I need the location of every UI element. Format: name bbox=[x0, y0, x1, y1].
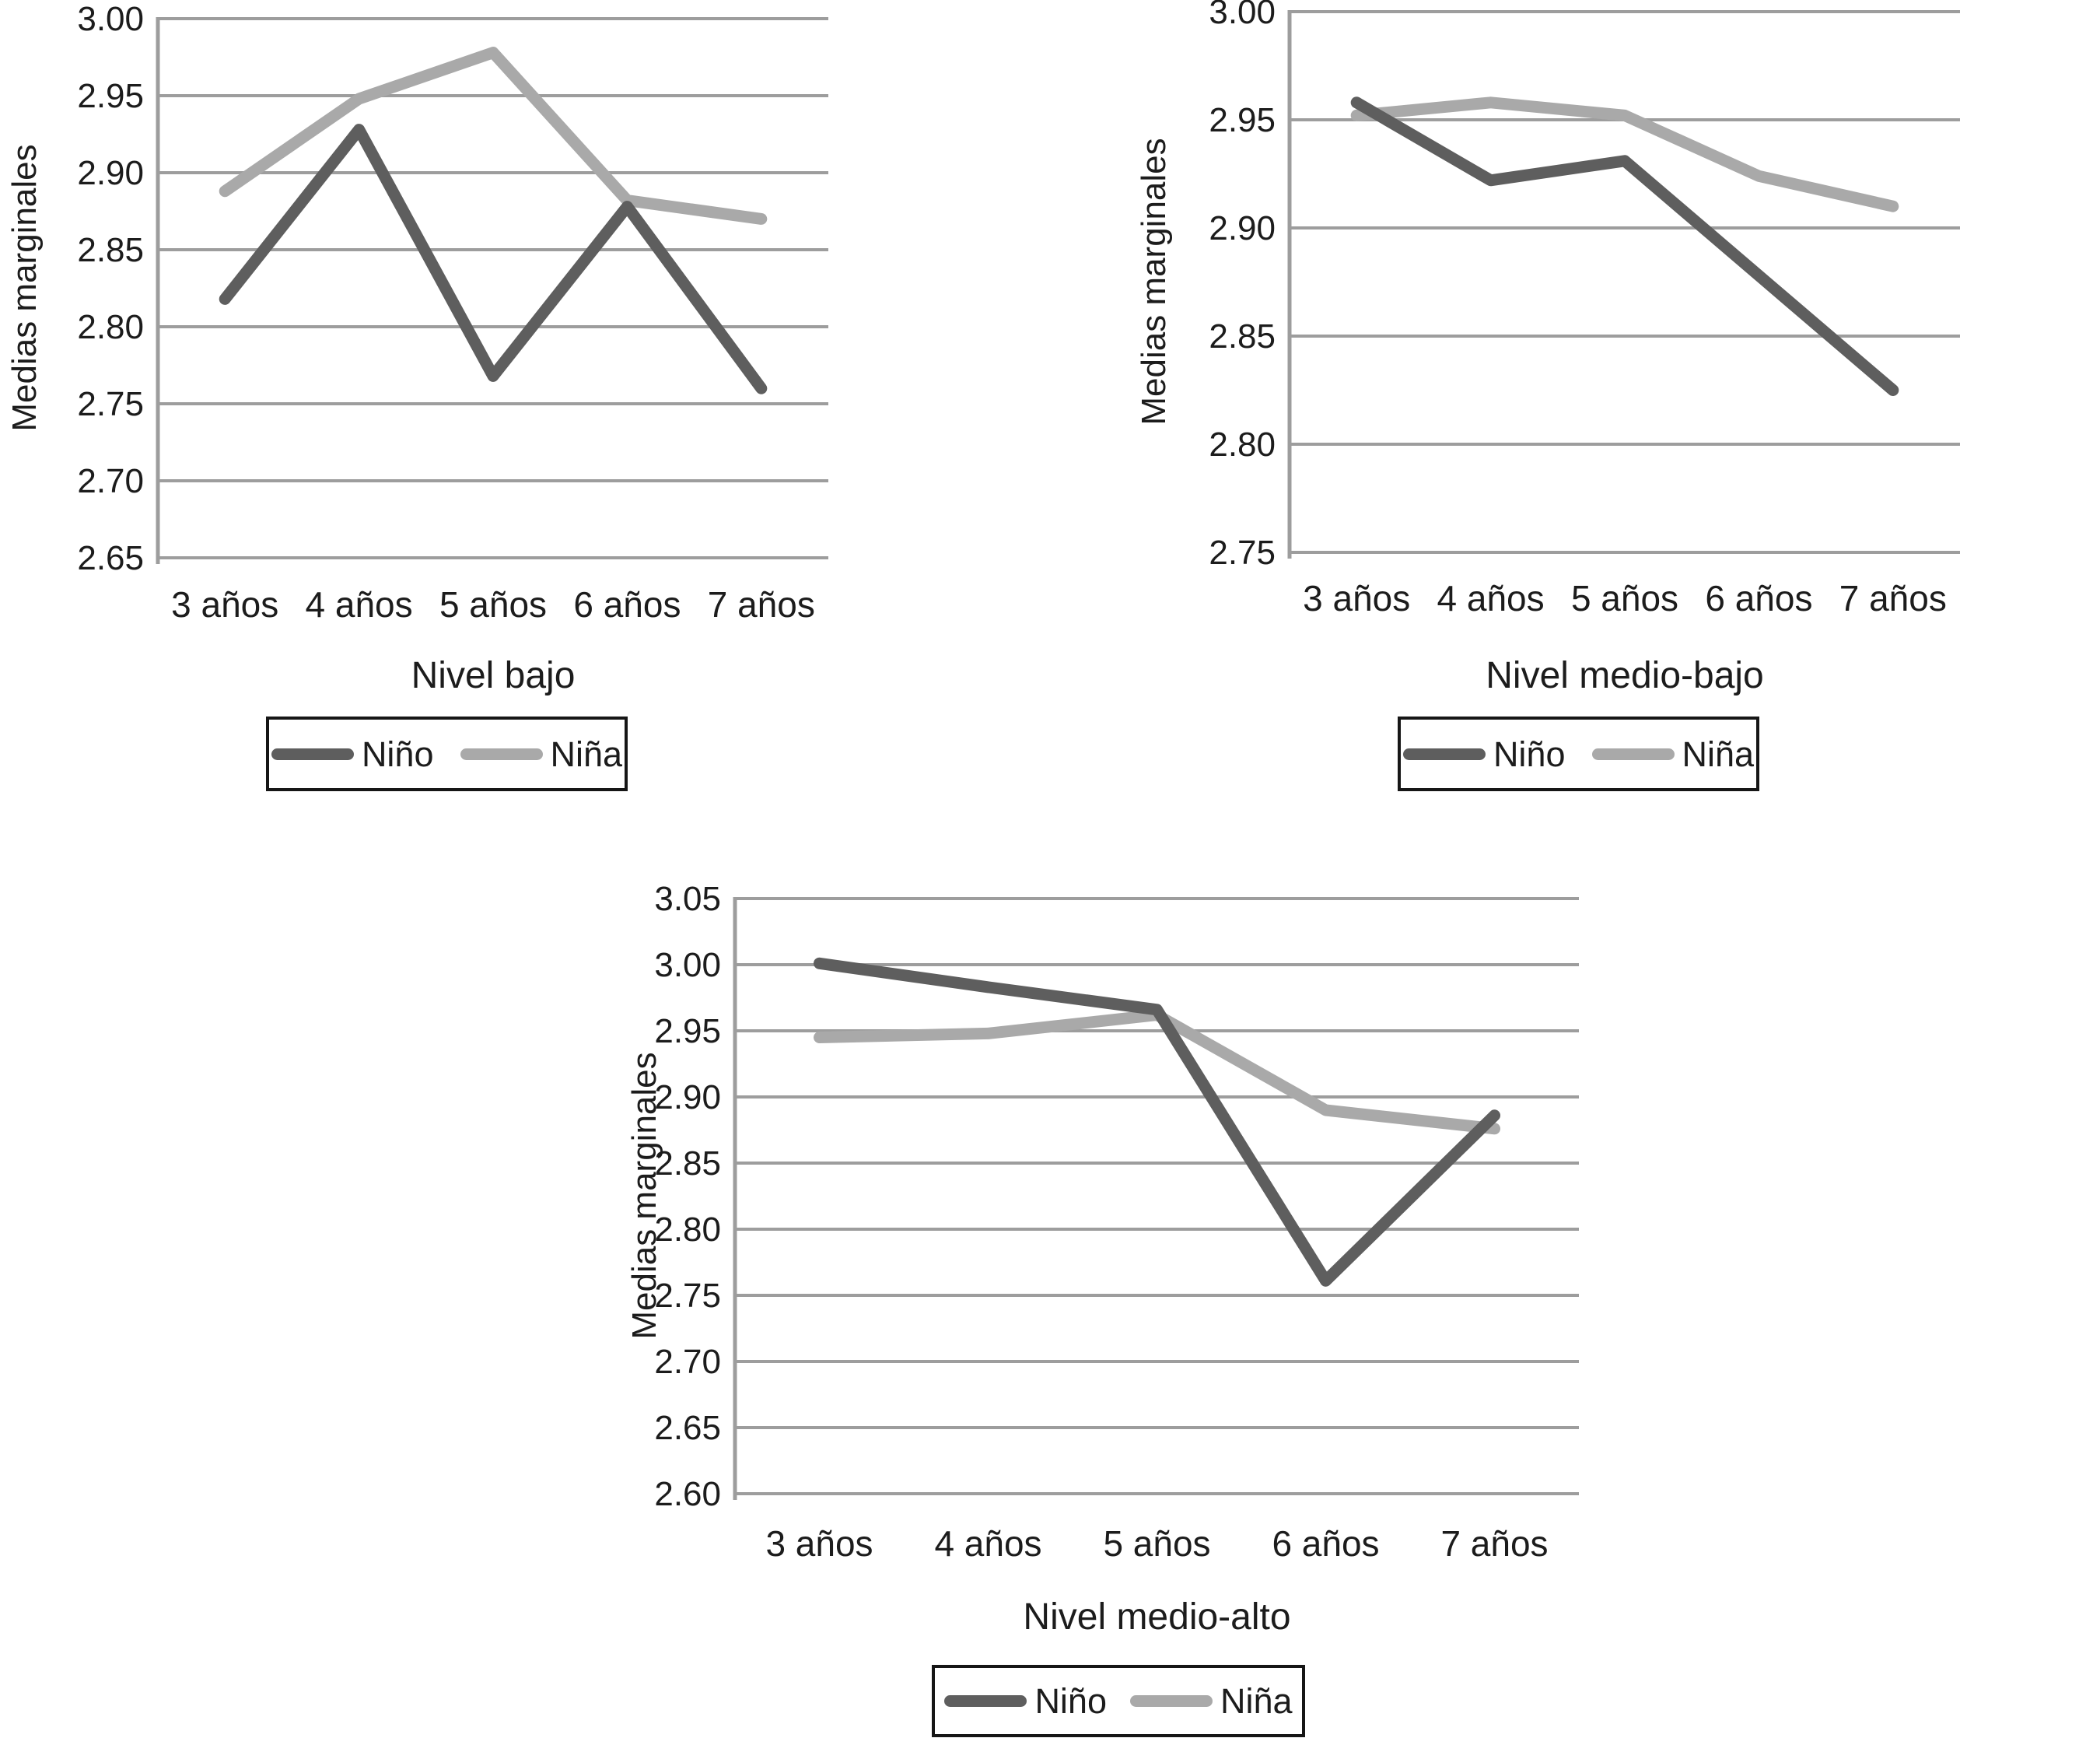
legend: Niño Niña bbox=[266, 717, 628, 791]
nina-legend-line bbox=[1130, 1695, 1213, 1707]
legend-item-nina: Niña bbox=[460, 734, 623, 774]
legend-item-nina: Niña bbox=[1591, 734, 1755, 774]
legend-label-nino: Niño bbox=[1493, 734, 1566, 774]
x-tick-label: 3 años bbox=[1303, 578, 1410, 618]
y-tick-label: 2.65 bbox=[654, 1409, 721, 1447]
y-tick-label: 2.90 bbox=[654, 1078, 721, 1116]
legend-label-nina: Niña bbox=[1682, 734, 1755, 774]
y-axis-title: Medias marginales bbox=[625, 1052, 663, 1339]
legend-item-nino: Niño bbox=[1402, 734, 1566, 774]
x-tick-label: 4 años bbox=[306, 584, 413, 625]
x-tick-label: 6 años bbox=[1272, 1523, 1379, 1564]
nina-legend-line bbox=[1591, 748, 1675, 760]
nino-legend-line bbox=[271, 748, 354, 760]
x-tick-label: 4 años bbox=[934, 1523, 1041, 1564]
legend-label-nino: Niño bbox=[1034, 1681, 1107, 1721]
legend-label-nino: Niño bbox=[361, 734, 434, 774]
series-line-nino bbox=[1350, 96, 1899, 396]
series-line-nina bbox=[1350, 96, 1899, 212]
y-tick-label: 2.70 bbox=[77, 462, 144, 500]
y-tick-label: 2.95 bbox=[1209, 101, 1276, 139]
legend-item-nina: Niña bbox=[1130, 1684, 1293, 1719]
nina-legend-line bbox=[460, 748, 543, 760]
series-line-nino bbox=[814, 957, 1500, 1287]
x-tick-label: 7 años bbox=[1839, 578, 1947, 618]
y-tick-label: 2.65 bbox=[77, 539, 144, 577]
x-tick-label: 3 años bbox=[171, 584, 278, 625]
x-tick-label: 4 años bbox=[1437, 578, 1545, 618]
x-tick-label: 5 años bbox=[1571, 578, 1678, 618]
legend-label-nina: Niña bbox=[550, 734, 623, 774]
nivel-medio-alto-plot: 3.05 3.00 2.95 2.90 2.85 2.80 2.75 2.70 2.65 2.60… bbox=[625, 880, 1579, 1564]
y-axis-title: Medias marginales bbox=[5, 144, 44, 431]
x-tick-label: 7 años bbox=[708, 584, 815, 625]
nivel-medio-bajo-plot: 3.00 2.95 2.90 2.85 2.80 2.75 3 años 4 años 5 añ… bbox=[1135, 0, 1960, 618]
y-tick-label: 3.00 bbox=[77, 0, 144, 38]
chart-nivel-medio-alto: 3.05 3.00 2.95 2.90 2.85 2.80 2.75 2.70 2.65 2.60… bbox=[0, 871, 1750, 1738]
nivel-bajo-plot: 3.00 2.95 2.90 2.85 2.80 2.75 2.70 2.65 3 años 4 … bbox=[5, 0, 828, 625]
y-tick-label: 2.80 bbox=[654, 1211, 721, 1249]
x-tick-label: 7 años bbox=[1440, 1523, 1548, 1564]
nino-legend-line bbox=[1402, 748, 1486, 760]
nino-legend-line bbox=[944, 1695, 1027, 1707]
y-tick-label: 2.85 bbox=[1209, 317, 1276, 356]
chart-nivel-medio-bajo: 3.00 2.95 2.90 2.85 2.80 2.75 3 años 4 años 5 añ… bbox=[1128, 0, 2100, 817]
y-axis-title: Medias marginales bbox=[1135, 138, 1173, 425]
y-tick-label: 3.00 bbox=[654, 946, 721, 984]
x-tick-label: 3 años bbox=[765, 1523, 873, 1564]
legend-item-nino: Niño bbox=[271, 737, 434, 772]
y-tick-label: 2.75 bbox=[1209, 534, 1276, 572]
chart-title: Nivel bajo bbox=[411, 655, 576, 696]
y-tick-label: 2.80 bbox=[1209, 426, 1276, 464]
series-line-nino bbox=[219, 124, 768, 394]
y-tick-label: 2.85 bbox=[654, 1144, 721, 1183]
chart-title: Nivel medio-alto bbox=[1023, 1596, 1291, 1638]
chart-nivel-bajo: 3.00 2.95 2.90 2.85 2.80 2.75 2.70 2.65 3 años 4 … bbox=[0, 0, 902, 817]
y-tick-label: 2.70 bbox=[654, 1343, 721, 1381]
legend: Niño Niña bbox=[932, 1665, 1305, 1737]
y-tick-label: 2.95 bbox=[77, 77, 144, 115]
x-tick-label: 5 años bbox=[439, 584, 547, 625]
y-tick-label: 2.75 bbox=[654, 1277, 721, 1315]
y-tick-label: 3.05 bbox=[654, 880, 721, 918]
legend-label-nina: Niña bbox=[1220, 1681, 1293, 1721]
x-tick-label: 6 años bbox=[573, 584, 681, 625]
y-tick-label: 2.60 bbox=[654, 1475, 721, 1513]
y-tick-label: 2.90 bbox=[1209, 209, 1276, 247]
y-tick-label: 2.90 bbox=[77, 154, 144, 192]
y-tick-label: 2.95 bbox=[654, 1012, 721, 1050]
y-tick-label: 2.80 bbox=[77, 308, 144, 346]
chart-title: Nivel medio-bajo bbox=[1486, 655, 1764, 696]
y-tick-label: 3.00 bbox=[1209, 0, 1276, 31]
x-tick-label: 6 años bbox=[1705, 578, 1812, 618]
series-line-nina bbox=[219, 47, 768, 225]
x-tick-label: 5 años bbox=[1103, 1523, 1210, 1564]
legend: Niño Niña bbox=[1398, 717, 1759, 791]
legend-item-nino: Niño bbox=[944, 1684, 1107, 1719]
y-tick-label: 2.75 bbox=[77, 385, 144, 423]
y-tick-label: 2.85 bbox=[77, 231, 144, 269]
